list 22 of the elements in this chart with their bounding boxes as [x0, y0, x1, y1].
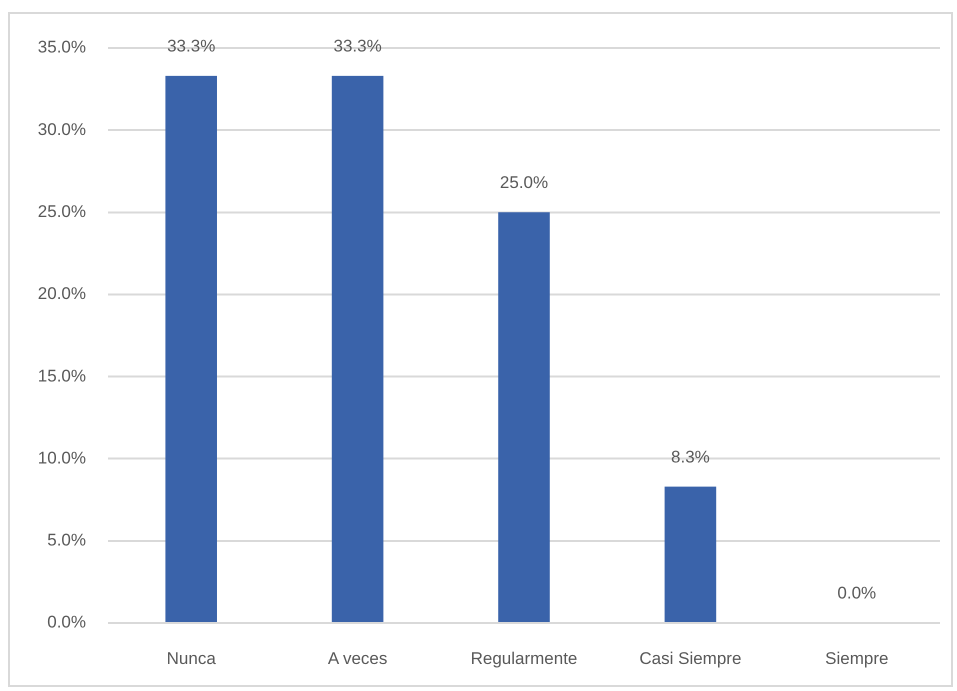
x-tick-label: A veces — [328, 648, 388, 668]
y-tick-label: 35.0% — [38, 38, 86, 57]
data-label: 0.0% — [837, 584, 876, 603]
y-tick-label: 10.0% — [38, 448, 86, 468]
bar — [165, 76, 217, 622]
y-tick-label: 5.0% — [47, 530, 86, 550]
bar — [332, 76, 384, 622]
x-tick-label: Nunca — [166, 648, 216, 668]
y-tick-label: 0.0% — [47, 612, 86, 632]
x-tick-label: Siempre — [825, 648, 888, 668]
bar — [498, 212, 550, 622]
bar — [664, 486, 716, 622]
data-label: 25.0% — [500, 172, 548, 192]
data-label: 8.3% — [671, 447, 710, 466]
y-tick-label: 20.0% — [38, 284, 86, 304]
y-tick-label: 15.0% — [38, 366, 86, 386]
x-tick-label: Casi Siempre — [639, 648, 742, 668]
y-tick-label: 25.0% — [38, 202, 86, 221]
data-label: 33.3% — [167, 36, 216, 56]
x-tick-label: Regularmente — [470, 648, 578, 668]
data-label: 33.3% — [334, 36, 382, 56]
y-tick-label: 30.0% — [38, 120, 86, 139]
